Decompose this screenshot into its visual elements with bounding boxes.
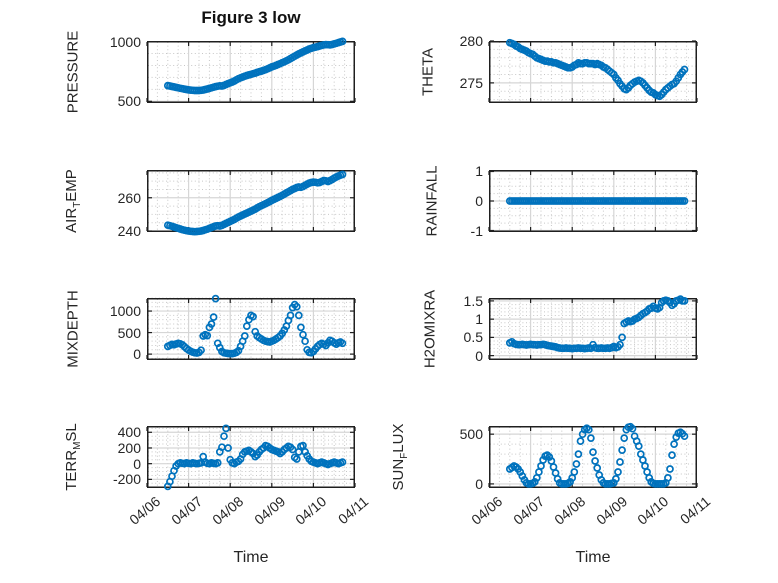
y-tick-label: 1000 bbox=[109, 33, 141, 50]
plot-area-air-temp bbox=[146, 170, 356, 236]
tick-marks bbox=[146, 40, 356, 102]
plot-area-h2omixra bbox=[488, 295, 698, 360]
y-tick-label: 280 bbox=[459, 33, 483, 49]
y-axis-label-rainfall: RAINFALL bbox=[423, 165, 441, 237]
axes-box bbox=[147, 170, 355, 232]
y-tick-label: 275 bbox=[459, 74, 483, 91]
axes-box bbox=[147, 41, 355, 103]
minor-grid bbox=[148, 427, 354, 488]
tick-marks bbox=[146, 299, 356, 359]
major-grid bbox=[148, 299, 354, 359]
y-axis-label-sun-flux: SUNFLUX bbox=[390, 423, 410, 491]
y-tick-label: -200 bbox=[112, 471, 141, 488]
y-tick-label: 0 bbox=[475, 193, 483, 209]
y-tick-label: 240 bbox=[117, 223, 141, 239]
data-series-terr-msl bbox=[163, 424, 347, 491]
y-axis-label-pressure: PRESSURE bbox=[64, 30, 82, 114]
y-axis-label-terr-msl: TERRMSL bbox=[63, 423, 83, 491]
plot-area-theta bbox=[488, 38, 698, 103]
y-tick-label: 260 bbox=[117, 189, 141, 206]
tick-marks bbox=[146, 171, 356, 232]
y-tick-label: 1 bbox=[475, 163, 483, 180]
axes-box bbox=[489, 298, 697, 360]
data-series-mixdepth bbox=[163, 294, 347, 358]
y-tick-label: 1000 bbox=[109, 303, 141, 320]
y-tick-label: 0 bbox=[475, 347, 483, 364]
minor-grid bbox=[148, 297, 354, 359]
plot-area-pressure bbox=[146, 37, 356, 103]
tick-marks bbox=[488, 40, 698, 102]
data-series-rainfall bbox=[505, 197, 689, 205]
y-tick-label: 0 bbox=[133, 455, 141, 472]
major-grid bbox=[490, 42, 696, 102]
plot-area-mixdepth bbox=[146, 294, 356, 360]
axes-box bbox=[489, 170, 697, 232]
y-tick-label: 1.5 bbox=[463, 292, 483, 309]
data-series-pressure bbox=[163, 37, 347, 95]
y-tick-label: 500 bbox=[117, 93, 141, 110]
x-axis-label-right: Time bbox=[575, 549, 611, 566]
axes-box bbox=[147, 426, 355, 488]
tick-marks bbox=[488, 299, 698, 359]
plot-area-terr-msl bbox=[146, 424, 356, 491]
y-axis-label-mixdepth: MIXDEPTH bbox=[64, 290, 82, 368]
y-tick-label: 0 bbox=[133, 346, 141, 363]
data-series-air-temp bbox=[163, 170, 347, 236]
tick-marks bbox=[488, 170, 698, 232]
y-tick-label: 1 bbox=[475, 311, 483, 328]
y-tick-label: 400 bbox=[117, 424, 141, 441]
y-tick-label: -1 bbox=[470, 222, 483, 239]
axes-box bbox=[489, 41, 697, 103]
axes-box bbox=[147, 298, 355, 360]
y-tick-label: 0.5 bbox=[463, 329, 483, 346]
y-axis-label-air-temp: AIRTEMP bbox=[63, 169, 83, 233]
data-series-sun-flux bbox=[505, 422, 689, 488]
x-axis-label-left: Time bbox=[233, 549, 269, 566]
tick-marks bbox=[146, 427, 356, 487]
y-tick-label: 200 bbox=[117, 439, 141, 456]
y-axis-label-h2omixra: H2OMIXRA bbox=[421, 289, 439, 369]
data-series-theta bbox=[505, 38, 689, 101]
axes-box bbox=[489, 426, 697, 488]
plot-area-rainfall bbox=[488, 170, 698, 232]
y-tick-label: 0 bbox=[475, 475, 483, 492]
figure-title: Figure 3 low bbox=[201, 8, 301, 27]
data-series-h2omixra bbox=[505, 295, 689, 353]
y-tick-label: 500 bbox=[459, 426, 483, 443]
y-axis-label-theta: THETA bbox=[419, 47, 437, 97]
y-tick-label: 500 bbox=[117, 324, 141, 341]
plot-area-sun-flux bbox=[488, 422, 698, 488]
